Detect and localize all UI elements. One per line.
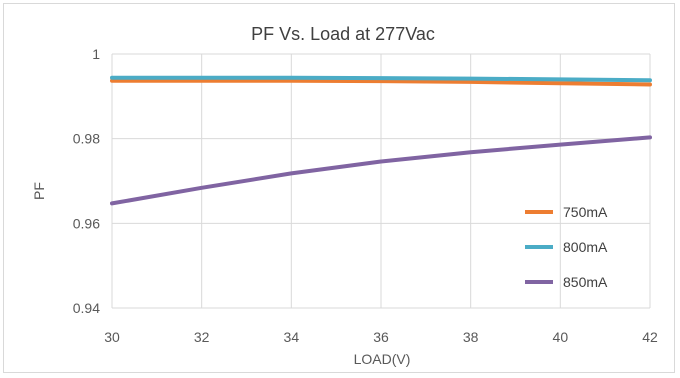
- y-tick-labels: 0.94 0.96 0.98 1: [73, 46, 100, 316]
- x-tick-labels: 30 32 34 36 38 40 42: [104, 329, 658, 345]
- x-tick-label: 30: [104, 329, 120, 345]
- grid-lines: [111, 53, 651, 309]
- x-tick-label: 32: [194, 329, 210, 345]
- y-tick-label: 0.98: [73, 131, 100, 147]
- chart-frame: [3, 3, 675, 373]
- y-tick-label: 0.94: [73, 300, 100, 316]
- series-line-750mA: [110, 78, 652, 87]
- series-lines: [110, 75, 652, 206]
- x-axis-label: LOAD(V): [354, 351, 411, 367]
- y-tick-label: 1: [92, 46, 100, 62]
- series-line-800mA: [110, 75, 652, 83]
- legend-label: 800mA: [563, 239, 608, 255]
- x-tick-label: 42: [642, 329, 658, 345]
- series-line-850mA: [110, 135, 652, 206]
- x-tick-label: 34: [284, 329, 300, 345]
- legend-label: 850mA: [563, 274, 608, 290]
- legend-label: 750mA: [563, 204, 608, 220]
- legend: 750mA 800mA 850mA: [525, 204, 608, 290]
- x-tick-label: 38: [463, 329, 479, 345]
- y-tick-label: 0.96: [73, 215, 100, 231]
- y-axis-label: PF: [31, 182, 47, 200]
- x-tick-label: 40: [553, 329, 569, 345]
- x-tick-label: 36: [373, 329, 389, 345]
- chart-title: PF Vs. Load at 277Vac: [251, 24, 435, 44]
